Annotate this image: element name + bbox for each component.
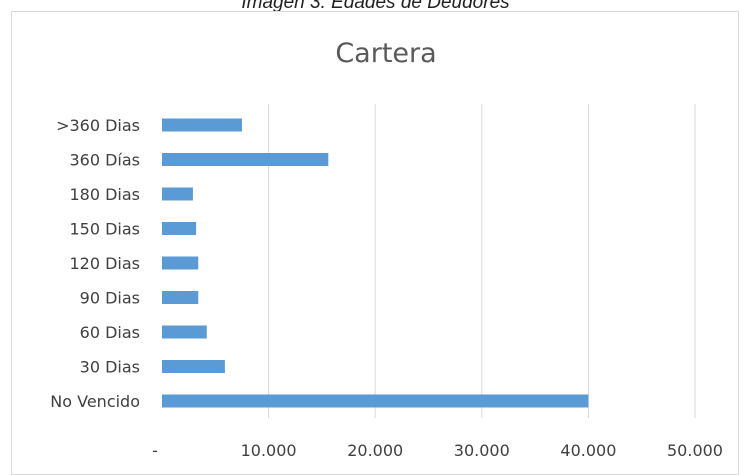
category-label: 180 Dias (69, 185, 140, 204)
x-tick-label: 50.000 (667, 441, 723, 460)
category-label: >360 Dias (56, 116, 140, 135)
bar (162, 256, 199, 270)
category-label: 360 Días (69, 151, 140, 170)
bar (162, 118, 242, 132)
category-label: 30 Dias (80, 358, 140, 377)
x-tick-label: - (152, 441, 158, 460)
figure-caption: Imagen 3. Edades de Deudores (241, 0, 510, 13)
category-labels: >360 Dias 360 Días 180 Dias 150 Dias 120 Dia… (50, 116, 140, 411)
bar (162, 360, 225, 373)
bar (162, 394, 589, 408)
x-tick-label: 40.000 (560, 441, 616, 460)
x-tick-label: 20.000 (347, 441, 403, 460)
bar (162, 222, 197, 235)
grid-lines (268, 104, 696, 418)
bar (162, 187, 193, 201)
bar (162, 153, 329, 166)
bar (162, 291, 199, 304)
x-tick-label: 30.000 (454, 441, 510, 460)
value-axis-labels: - 10.000 20.000 30.000 40.000 50.000 (152, 441, 723, 460)
category-label: 120 Dias (69, 254, 140, 273)
category-label: 150 Dias (69, 220, 140, 239)
category-label: 90 Dias (80, 289, 140, 308)
x-tick-label: 10.000 (241, 441, 297, 460)
bar (162, 325, 207, 339)
category-label: 60 Dias (80, 323, 140, 342)
category-label: No Vencido (50, 392, 140, 411)
bars (162, 118, 589, 408)
chart-title: Cartera (335, 38, 436, 69)
